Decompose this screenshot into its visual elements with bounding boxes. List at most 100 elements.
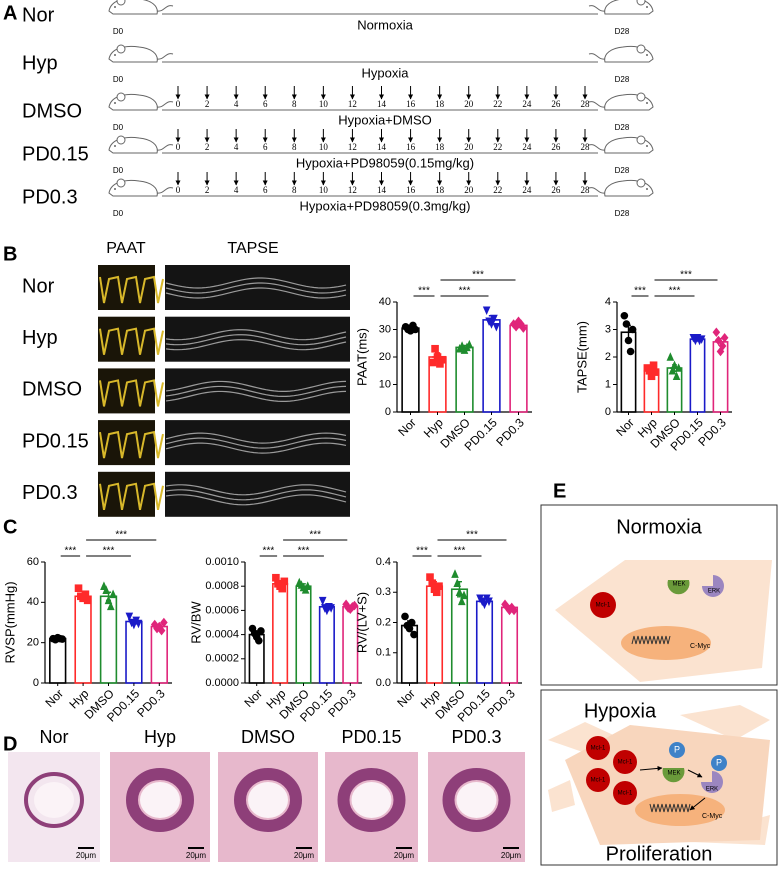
error-bar [128, 619, 139, 624]
mouse-body [108, 45, 158, 63]
error-bar [646, 368, 657, 374]
error-bar [322, 603, 332, 610]
mcl1 [613, 781, 637, 805]
tapse-image [165, 471, 350, 517]
mouse-tail [588, 187, 606, 194]
mouse-eye [646, 54, 648, 56]
error-bar [454, 580, 465, 598]
error-bar [504, 604, 515, 610]
y-tick-label: 0 [385, 406, 391, 418]
significance-label: *** [416, 546, 428, 557]
mouse-tail [588, 144, 606, 151]
injection-day: 26 [551, 142, 561, 152]
mcl1 [613, 750, 637, 774]
injection-day: 26 [551, 185, 561, 195]
data-point [626, 347, 635, 356]
nucleus [621, 626, 711, 660]
data-point [647, 372, 656, 381]
tapse-wave [165, 287, 347, 299]
tapse-wave [165, 489, 347, 501]
data-point [411, 325, 420, 334]
error-bar [479, 598, 490, 605]
vessel-wall [234, 768, 302, 832]
data-point [514, 316, 523, 327]
data-point [428, 579, 437, 587]
x-tick-label: Nor [395, 415, 419, 439]
mouse-ear [636, 0, 646, 6]
error-bar [154, 624, 165, 629]
start-day: D0 [113, 123, 124, 132]
vessel-wall [337, 768, 406, 832]
significance-label: *** [263, 546, 275, 557]
paat-wave [99, 327, 164, 355]
dna [649, 803, 691, 813]
group-label: DMSO [22, 100, 82, 122]
mouse-body [108, 93, 158, 111]
data-point [712, 327, 721, 338]
y-tick-label: 0.4 [376, 556, 391, 568]
y-tick-label: 2 [605, 351, 611, 363]
mouse-tail [156, 53, 174, 60]
y-tick-label: 0.3 [376, 586, 391, 598]
y-tick-label: 20 [27, 637, 39, 649]
mouse-ear [636, 178, 646, 188]
scale-label: 20μm [186, 851, 207, 860]
data-point [628, 325, 637, 334]
arrow [689, 797, 706, 811]
condition: Hypoxia+DMSO [338, 112, 432, 127]
histology-label: PD0.15 [341, 727, 401, 747]
injection-day: 10 [319, 142, 329, 152]
data-point [410, 630, 418, 639]
scale-label: 20μm [294, 851, 315, 860]
data-point [278, 584, 287, 593]
paat-wave [99, 275, 164, 304]
bar [318, 605, 335, 684]
data-point [482, 306, 491, 316]
error-bar [623, 324, 634, 340]
injection-day: 8 [292, 99, 297, 109]
group-label: PD0.3 [22, 186, 78, 208]
data-point [519, 323, 528, 333]
protein-label: ERK [706, 787, 718, 793]
bar [500, 606, 519, 684]
tapse-wave [165, 385, 347, 397]
vessel-wall [24, 772, 84, 828]
mouse-ear [636, 92, 646, 102]
panel-label: D [3, 733, 17, 755]
injection-day: 22 [493, 99, 502, 109]
injection-day: 2 [205, 99, 210, 109]
injection-day: 14 [377, 142, 387, 152]
error-bar [432, 352, 443, 362]
end-day: D28 [615, 75, 630, 84]
tapse-wave [165, 390, 347, 402]
significance-label: *** [298, 546, 310, 557]
histology-label: PD0.3 [451, 727, 501, 747]
mouse-icon [588, 0, 654, 15]
data-point [431, 344, 439, 353]
error-bar [78, 593, 89, 600]
protein-label: MEK [672, 582, 685, 588]
injection-day: 12 [348, 142, 357, 152]
y-tick-label: 0.0010 [205, 556, 239, 568]
injection-day: 2 [205, 142, 210, 152]
mouse-body [108, 136, 158, 154]
data-point [451, 569, 459, 578]
row-label: PD0.3 [22, 482, 78, 504]
bar [401, 327, 420, 413]
tapse-wave [165, 277, 347, 289]
bar [482, 319, 501, 413]
panel-label: A [3, 2, 17, 24]
mouse-body [604, 45, 654, 63]
data-point [720, 332, 729, 343]
data-point [651, 368, 660, 376]
injection-day: 8 [292, 142, 297, 152]
data-point [457, 596, 466, 606]
phosphate-label: P [716, 757, 722, 767]
y-tick-label: 0.2 [376, 616, 391, 628]
injection-day: 20 [464, 185, 474, 195]
bar [272, 582, 289, 684]
mouse-icon [588, 135, 654, 154]
x-tick-label: PD0.3 [484, 686, 518, 720]
